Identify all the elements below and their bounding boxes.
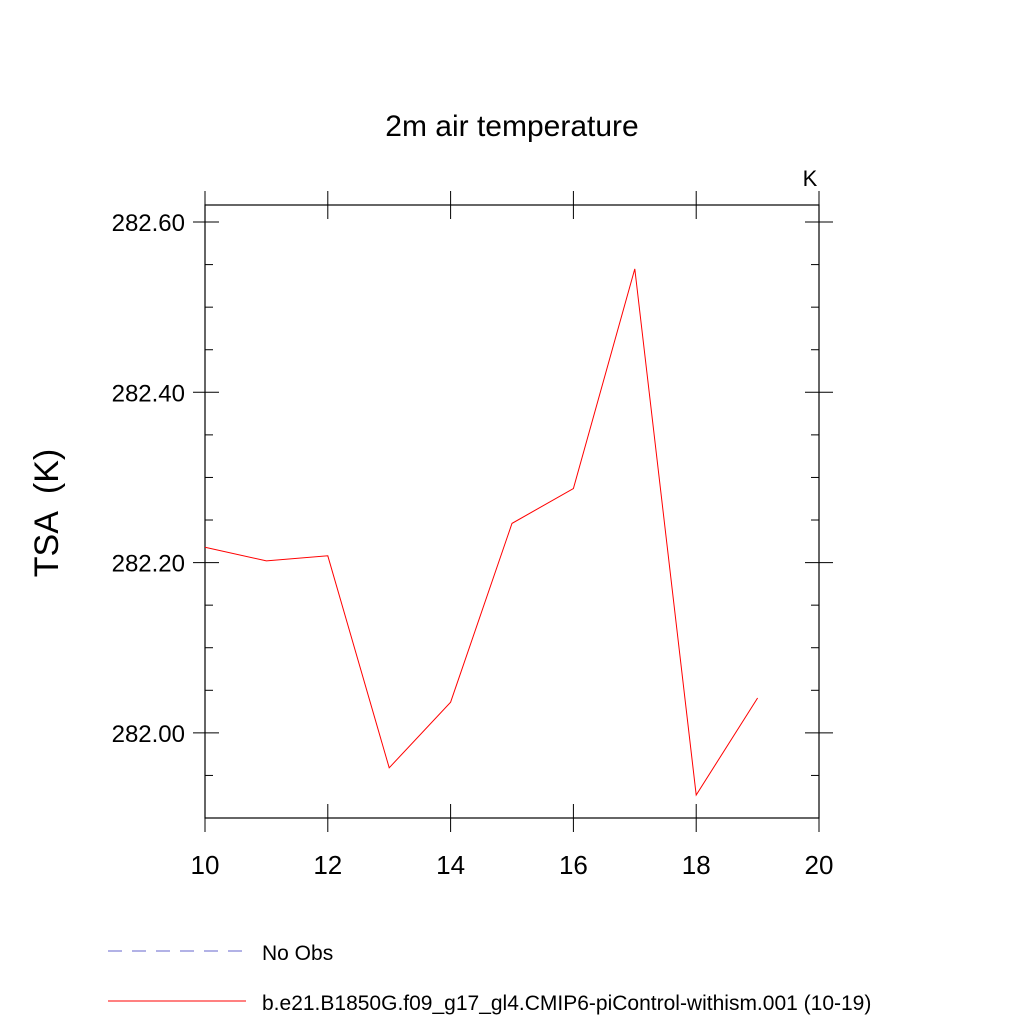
y-minor-ticks <box>205 264 819 819</box>
legend-label: No Obs <box>262 942 333 965</box>
x-tick-label: 18 <box>682 850 711 880</box>
x-tick-label: 20 <box>805 850 834 880</box>
series-layer <box>204 268 759 797</box>
legend-label: b.e21.B1850G.f09_g17_gl4.CMIP6-piControl… <box>262 992 871 1015</box>
y-tick-label: 282.20 <box>112 551 185 578</box>
x-tick-label: 10 <box>191 850 220 880</box>
y-tick-label: 282.60 <box>112 210 185 237</box>
x-major-ticks <box>204 191 820 832</box>
y-axis-label: TSA (K) <box>28 449 66 577</box>
y-tick-label: 282.00 <box>112 721 185 748</box>
y-major-ticks <box>193 221 833 734</box>
x-tick-labels: 10 12 14 16 18 20 <box>191 850 834 880</box>
x-tick-label: 14 <box>436 850 465 880</box>
units-label: K <box>803 166 818 191</box>
x-tick-label: 16 <box>559 850 588 880</box>
legend: No Obs b.e21.B1850G.f09_g17_gl4.CMIP6-piC… <box>108 942 871 1015</box>
y-tick-labels: 282.00 282.20 282.40 282.60 <box>112 210 185 748</box>
plot-frame <box>204 204 820 819</box>
y-tick-label: 282.40 <box>112 380 185 407</box>
chart-title: 2m air temperature <box>385 110 638 143</box>
x-tick-label: 12 <box>313 850 342 880</box>
series-line <box>204 268 759 797</box>
